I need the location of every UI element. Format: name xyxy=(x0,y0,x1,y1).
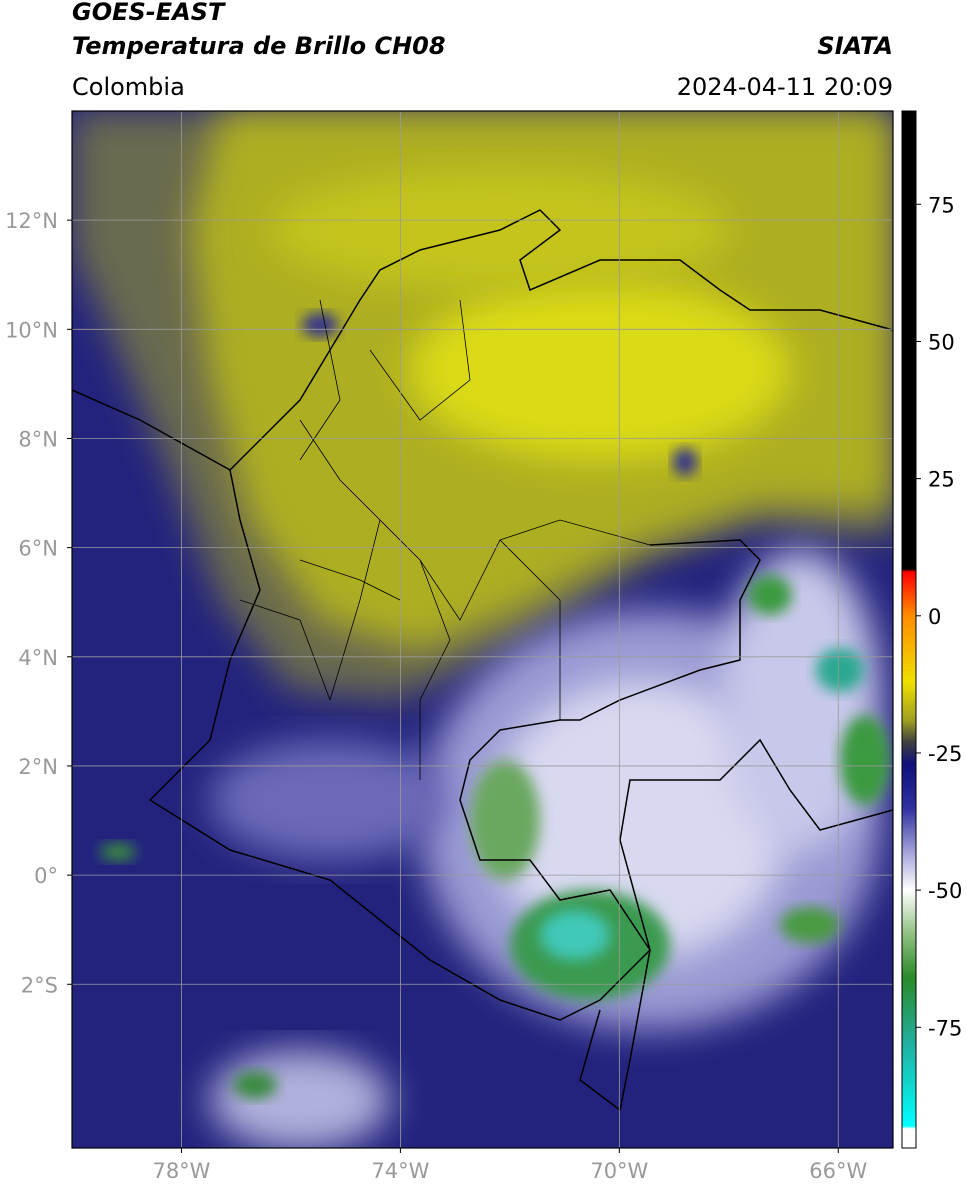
y-tick-label: 8°N xyxy=(18,427,58,451)
y-tick-label: 0° xyxy=(34,864,58,888)
colorbar-tick-label: -75 xyxy=(928,1016,962,1040)
y-tick-label: 2°N xyxy=(18,755,58,779)
subtitle: Temperatura de Brillo CH08 xyxy=(72,32,446,60)
agency: SIATA xyxy=(817,32,893,60)
region: Colombia xyxy=(72,73,185,101)
title: GOES-EAST xyxy=(72,0,226,26)
x-tick-label: 66°W xyxy=(809,1159,867,1183)
colorbar-tick-label: 0 xyxy=(928,605,941,629)
graticule xyxy=(72,111,893,1148)
colorbar xyxy=(901,110,917,1149)
y-tick-label: 2°S xyxy=(21,973,58,997)
colorbar-tick-label: -25 xyxy=(928,742,962,766)
satellite-image xyxy=(72,111,893,1148)
colorbar-tick-label: 50 xyxy=(928,330,955,354)
colorbar-tick-label: 75 xyxy=(928,193,955,217)
y-tick-label: 12°N xyxy=(5,209,58,233)
y-tick-label: 6°N xyxy=(18,537,58,561)
y-tick-label: 10°N xyxy=(5,318,58,342)
colorbar-tick-label: -50 xyxy=(928,879,962,903)
x-tick-label: 78°W xyxy=(152,1159,210,1183)
map-frame xyxy=(71,110,894,1149)
colorbar-tick-label: 25 xyxy=(928,468,955,492)
x-tick-label: 70°W xyxy=(590,1159,648,1183)
datetime: 2024-04-11 20:09 xyxy=(677,73,893,101)
x-tick-label: 74°W xyxy=(371,1159,429,1183)
y-tick-label: 4°N xyxy=(18,646,58,670)
